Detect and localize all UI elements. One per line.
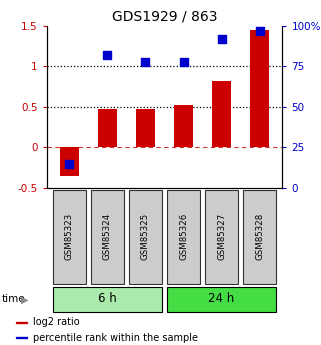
Point	[181, 59, 186, 64]
Point	[257, 28, 262, 33]
Bar	[60, 148, 79, 176]
Point	[143, 59, 148, 64]
Bar	[16, 322, 27, 323]
Point	[105, 52, 110, 58]
Bar	[205, 190, 238, 284]
Title: GDS1929 / 863: GDS1929 / 863	[112, 9, 217, 23]
Text: 6 h: 6 h	[98, 292, 117, 305]
Text: GSM85324: GSM85324	[103, 213, 112, 260]
Text: log2 ratio: log2 ratio	[33, 317, 80, 327]
Bar	[167, 287, 276, 313]
Bar	[16, 337, 27, 338]
Text: time: time	[2, 294, 25, 304]
Bar	[212, 81, 231, 148]
Bar	[136, 109, 155, 148]
Bar	[250, 30, 269, 148]
Text: 24 h: 24 h	[208, 292, 235, 305]
Text: GSM85325: GSM85325	[141, 213, 150, 260]
Point	[67, 161, 72, 167]
Bar	[174, 105, 193, 148]
Bar	[167, 190, 200, 284]
Bar	[98, 109, 117, 148]
Bar	[91, 190, 124, 284]
Bar	[53, 287, 162, 313]
Bar	[129, 190, 162, 284]
Text: ▶: ▶	[21, 294, 29, 304]
Text: GSM85326: GSM85326	[179, 213, 188, 260]
Bar	[243, 190, 276, 284]
Text: GSM85327: GSM85327	[217, 213, 226, 260]
Text: GSM85328: GSM85328	[255, 213, 264, 260]
Point	[219, 36, 224, 42]
Text: percentile rank within the sample: percentile rank within the sample	[33, 333, 198, 343]
Text: GSM85323: GSM85323	[65, 213, 74, 260]
Bar	[53, 190, 86, 284]
